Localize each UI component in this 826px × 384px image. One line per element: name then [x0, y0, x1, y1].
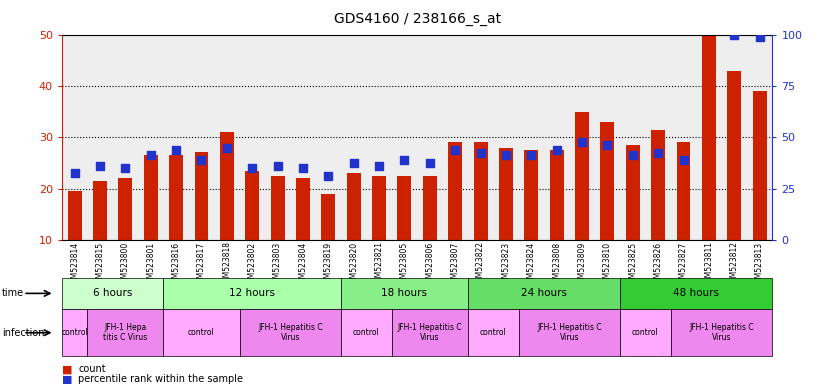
Text: JFH-1 Hepa
titis C Virus: JFH-1 Hepa titis C Virus: [103, 323, 148, 343]
Bar: [144, 155, 158, 291]
Bar: [245, 170, 259, 291]
Point: [398, 157, 411, 164]
Point: [550, 147, 563, 153]
Text: 12 hours: 12 hours: [230, 288, 275, 298]
Point: [728, 31, 741, 38]
Point: [93, 162, 107, 169]
Point: [676, 157, 690, 164]
Bar: [296, 178, 310, 291]
Point: [626, 152, 639, 158]
Point: [68, 170, 81, 176]
Bar: [651, 129, 665, 291]
Bar: [321, 194, 335, 291]
Bar: [473, 142, 487, 291]
Bar: [93, 181, 107, 291]
Point: [576, 139, 589, 146]
Text: 6 hours: 6 hours: [93, 288, 132, 298]
Point: [702, 21, 715, 27]
Point: [271, 162, 284, 169]
Point: [119, 165, 132, 171]
Bar: [347, 173, 361, 291]
Bar: [752, 91, 767, 291]
Bar: [169, 155, 183, 291]
Point: [601, 142, 614, 148]
Bar: [68, 191, 82, 291]
Bar: [676, 142, 691, 291]
Bar: [449, 142, 463, 291]
Text: percentile rank within the sample: percentile rank within the sample: [78, 374, 244, 384]
Text: ■: ■: [62, 364, 73, 374]
Bar: [194, 152, 208, 291]
Point: [297, 165, 310, 171]
Point: [652, 150, 665, 156]
Point: [195, 157, 208, 164]
Text: infection: infection: [2, 328, 44, 338]
Bar: [549, 150, 563, 291]
Point: [499, 152, 512, 158]
Text: control: control: [61, 328, 88, 337]
Text: time: time: [2, 288, 24, 298]
Bar: [118, 178, 132, 291]
Text: 18 hours: 18 hours: [382, 288, 427, 298]
Text: ■: ■: [62, 374, 73, 384]
Text: count: count: [78, 364, 106, 374]
Text: control: control: [480, 328, 506, 337]
Point: [144, 152, 157, 158]
Text: control: control: [188, 328, 215, 337]
Text: 48 hours: 48 hours: [673, 288, 719, 298]
Text: control: control: [632, 328, 659, 337]
Point: [423, 160, 436, 166]
Point: [373, 162, 386, 169]
Point: [221, 144, 234, 151]
Point: [245, 165, 259, 171]
Bar: [575, 112, 589, 291]
Point: [753, 34, 767, 40]
Point: [449, 147, 462, 153]
Bar: [372, 176, 386, 291]
Bar: [423, 176, 437, 291]
Bar: [220, 132, 234, 291]
Point: [347, 160, 360, 166]
Bar: [626, 145, 640, 291]
Bar: [702, 35, 716, 291]
Text: 24 hours: 24 hours: [521, 288, 567, 298]
Point: [169, 147, 183, 153]
Text: JFH-1 Hepatitis C
Virus: JFH-1 Hepatitis C Virus: [397, 323, 462, 343]
Text: JFH-1 Hepatitis C
Virus: JFH-1 Hepatitis C Virus: [258, 323, 323, 343]
Bar: [499, 147, 513, 291]
Text: control: control: [353, 328, 380, 337]
Text: JFH-1 Hepatitis C
Virus: JFH-1 Hepatitis C Virus: [537, 323, 601, 343]
Bar: [727, 71, 741, 291]
Point: [474, 150, 487, 156]
Point: [322, 173, 335, 179]
Bar: [397, 176, 411, 291]
Point: [525, 152, 538, 158]
Bar: [271, 176, 285, 291]
Bar: [525, 150, 539, 291]
Bar: [601, 122, 615, 291]
Text: GDS4160 / 238166_s_at: GDS4160 / 238166_s_at: [334, 12, 501, 25]
Text: JFH-1 Hepatitis C
Virus: JFH-1 Hepatitis C Virus: [689, 323, 754, 343]
